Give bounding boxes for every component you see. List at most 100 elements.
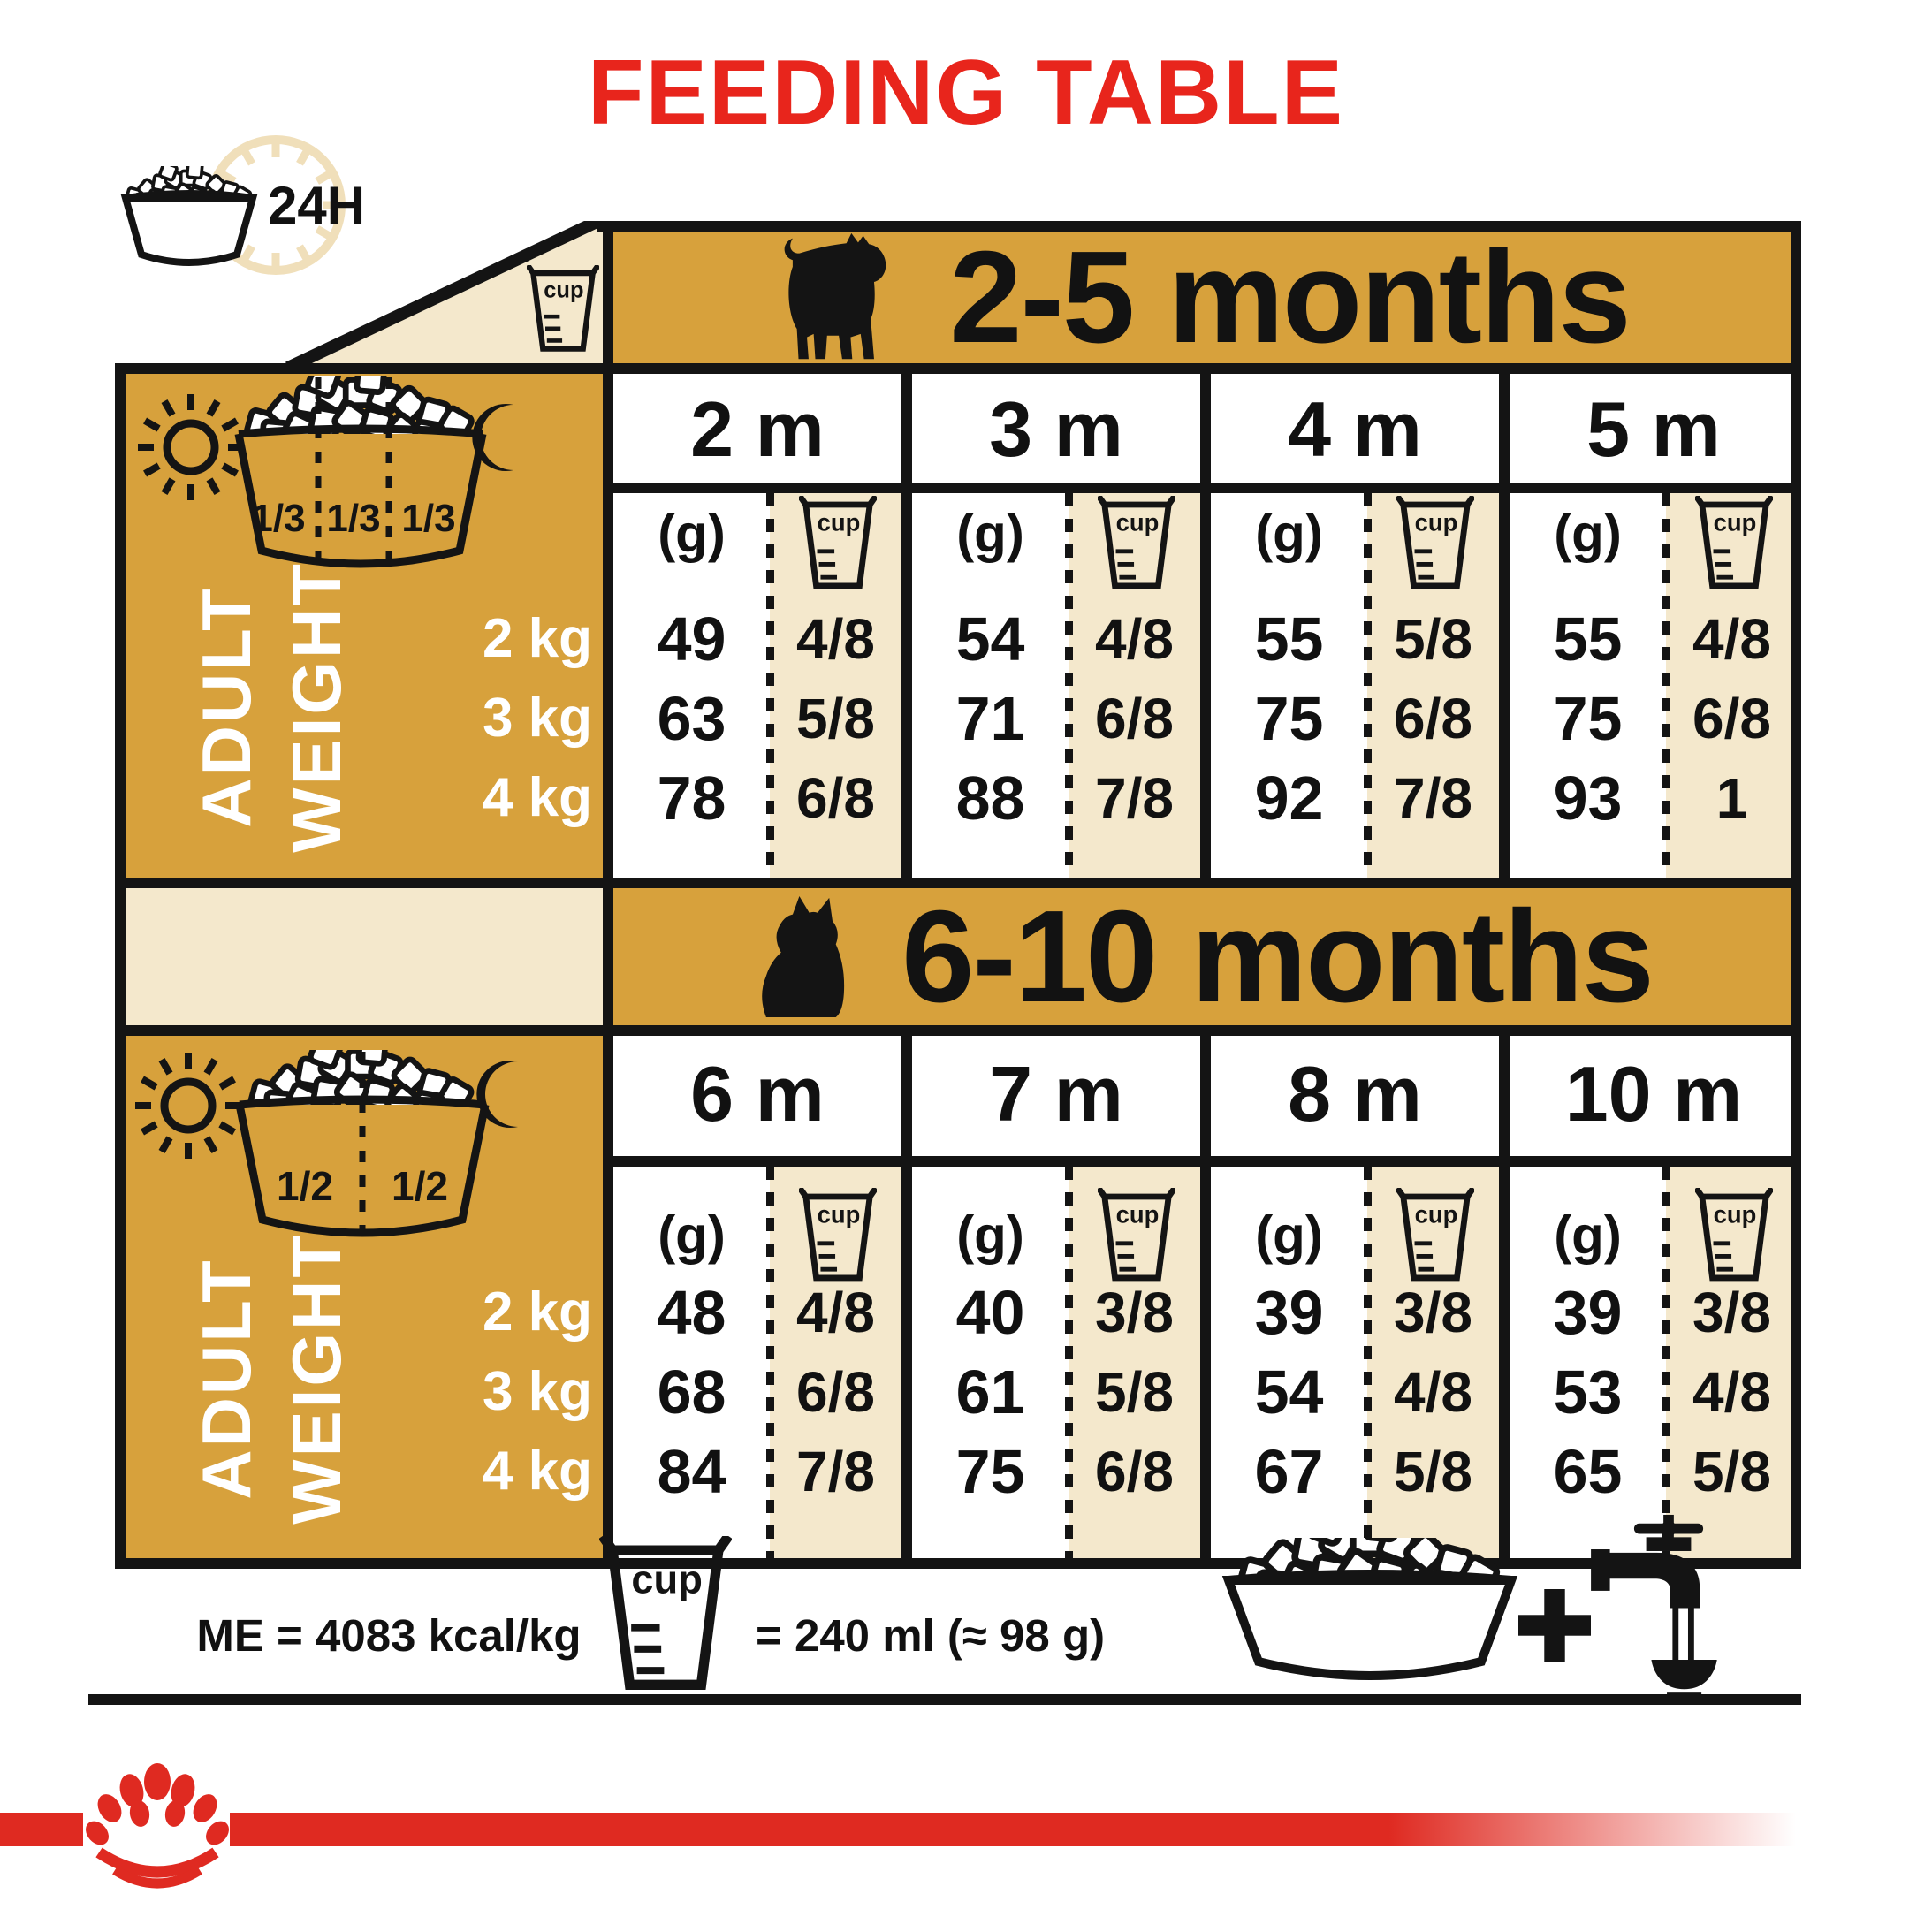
measuring-cup-icon [1695, 1188, 1773, 1283]
weight-label: 3 kg [482, 1361, 592, 1422]
age-band-label: 2-5 months [949, 224, 1631, 370]
cup-fraction: 3/8 [1692, 1281, 1771, 1344]
grams-value: 39 [1254, 1278, 1324, 1347]
dashed-divider [1364, 1167, 1372, 1558]
cup-fraction: 5/8 [796, 687, 875, 750]
cup-fraction: 4/8 [796, 607, 875, 671]
grams-unit-label: (g) [1255, 504, 1323, 563]
royal-canin-paw-logo [86, 1763, 229, 1889]
measuring-cup-icon [799, 496, 877, 591]
grams-value: 54 [955, 605, 1025, 673]
grams-value: 92 [1254, 764, 1324, 833]
table-border [597, 221, 1801, 232]
brand-stripe-left [0, 1813, 83, 1846]
yorkshire-sitting-icon [762, 895, 845, 1018]
footer-divider [88, 1694, 1801, 1705]
cup-fraction: 4/8 [1095, 607, 1174, 671]
grams-value: 40 [955, 1278, 1025, 1347]
age-band-6-10-months: 6-10 months [613, 888, 1791, 1025]
dashed-divider [1662, 1167, 1670, 1558]
grams-value: 75 [955, 1437, 1025, 1506]
cup-fraction: 7/8 [1394, 766, 1472, 830]
cup-fraction: 7/8 [796, 1440, 875, 1503]
portion-fraction: 1/3 [401, 497, 455, 540]
cup-fraction: 4/8 [796, 1281, 875, 1344]
grams-value: 39 [1553, 1278, 1623, 1347]
portion-bowl-halves-icon: 1/2 1/2 [235, 1050, 490, 1237]
month-header: 3 m [989, 385, 1123, 473]
grams-value: 78 [657, 764, 726, 833]
cup-fraction: 6/8 [796, 766, 875, 830]
corner-diagonal-cell [285, 221, 603, 363]
table-border [1791, 221, 1801, 1569]
food-bowl-icon [120, 166, 258, 266]
portion-fraction: 1/2 [392, 1163, 448, 1209]
cup-fraction: 6/8 [796, 1360, 875, 1424]
grams-value: 93 [1553, 764, 1623, 833]
cup-fraction: 7/8 [1095, 766, 1174, 830]
food-bowl-icon [1221, 1538, 1518, 1680]
grams-value: 65 [1553, 1437, 1623, 1506]
cup-fraction: 5/8 [1095, 1360, 1174, 1424]
moon-icon [472, 404, 513, 471]
age-band-2-5-months: 2-5 months [613, 232, 1791, 363]
grams-value: 71 [955, 684, 1025, 753]
cup-subcolumn-bg [1069, 493, 1200, 878]
grams-value: 49 [657, 605, 726, 673]
measuring-cup-icon [1695, 496, 1773, 591]
month-header: 2 m [690, 385, 825, 473]
weight-label: 4 kg [482, 767, 592, 828]
moon-icon [476, 1061, 518, 1128]
grams-unit-label: (g) [956, 504, 1024, 563]
grams-value: 55 [1553, 605, 1623, 673]
month-header: 10 m [1564, 1050, 1743, 1137]
age-band-label: 6-10 months [901, 883, 1654, 1030]
dashed-divider [1065, 1167, 1073, 1558]
sun-icon [138, 394, 244, 500]
sun-icon [135, 1053, 241, 1159]
grams-value: 88 [955, 764, 1025, 833]
cup-fraction: 6/8 [1095, 1440, 1174, 1503]
table-border [115, 363, 1801, 374]
table-border [115, 878, 1801, 888]
dashed-divider [1364, 493, 1372, 878]
cup-fraction: 3/8 [1095, 1281, 1174, 1344]
table-border [115, 1558, 1801, 1569]
grams-unit-label: (g) [1554, 504, 1622, 563]
table-border [1499, 374, 1510, 888]
cup-subcolumn-bg [1666, 1167, 1798, 1558]
dashed-divider [766, 493, 774, 878]
midband-empty-cell [126, 888, 603, 1025]
cup-fraction: 6/8 [1692, 687, 1771, 750]
yorkshire-standing-icon [784, 232, 886, 359]
grams-unit-label: (g) [1255, 1206, 1323, 1265]
cup-fraction: 5/8 [1394, 607, 1472, 671]
cup-fraction: 6/8 [1095, 687, 1174, 750]
grams-unit-label: (g) [658, 504, 726, 563]
grams-value: 67 [1254, 1437, 1324, 1506]
table-border [115, 1025, 1801, 1036]
brand-stripe-right [230, 1813, 1796, 1846]
grams-value: 63 [657, 684, 726, 753]
table-border [603, 221, 613, 1569]
cup-subcolumn-bg [1069, 1167, 1200, 1558]
portion-fraction: 1/2 [277, 1163, 333, 1209]
grams-value: 68 [657, 1358, 726, 1426]
month-header: 8 m [1288, 1050, 1422, 1137]
measuring-cup-icon [1396, 496, 1474, 591]
plus-icon [1518, 1589, 1591, 1662]
grams-value: 84 [657, 1437, 726, 1506]
weight-label: 4 kg [482, 1441, 592, 1502]
cup-fraction: 3/8 [1394, 1281, 1472, 1344]
faucet-water-icon [1591, 1514, 1717, 1699]
grams-value: 75 [1553, 684, 1623, 753]
cup-equivalence-label: = 240 ml (≈ 98 g) [756, 1610, 1106, 1661]
cup-fraction: 1 [1715, 766, 1748, 830]
cup-fraction: 5/8 [1394, 1440, 1472, 1503]
grams-unit-label: (g) [1554, 1206, 1622, 1265]
grams-value: 61 [955, 1358, 1025, 1426]
cup-fraction: 4/8 [1394, 1360, 1472, 1424]
measuring-cup-icon [799, 1188, 877, 1283]
cup-subcolumn-bg [1367, 493, 1499, 878]
